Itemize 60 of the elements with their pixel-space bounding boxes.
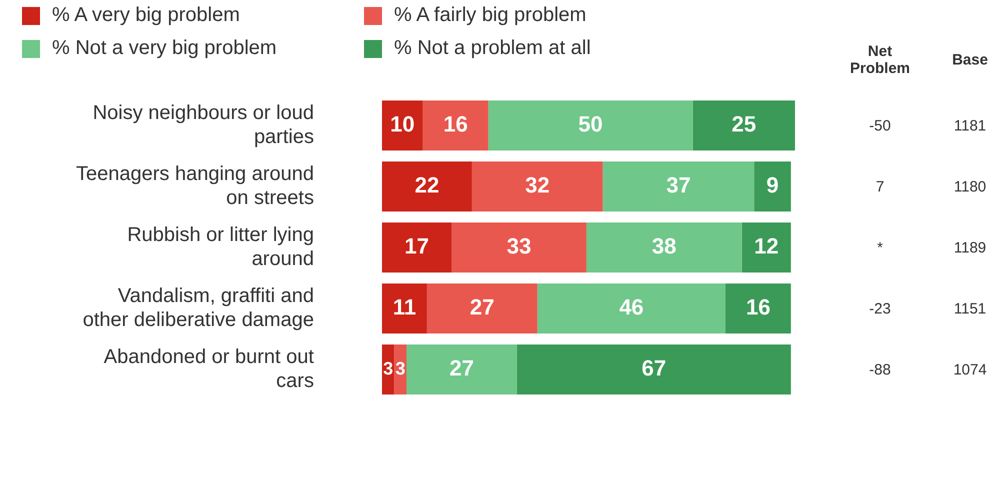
data-label: 27 bbox=[470, 294, 494, 320]
y-tick-label: Teenagers hanging around on streets bbox=[76, 163, 314, 210]
y-tick-label: Abandoned or burnt out cars bbox=[104, 346, 314, 392]
y-tick-label: Vandalism, graffiti and other deliberative damage bbox=[82, 285, 314, 332]
bar bbox=[472, 161, 603, 212]
legend-label: % A very big problem bbox=[51, 4, 241, 27]
data-label: 3 bbox=[383, 358, 394, 378]
bar bbox=[382, 161, 472, 212]
data-label: 11 bbox=[392, 294, 416, 320]
bar bbox=[382, 283, 427, 334]
data-label: 25 bbox=[732, 112, 756, 137]
bar bbox=[382, 100, 423, 151]
bar bbox=[406, 344, 517, 395]
data-label: 27 bbox=[449, 356, 474, 381]
data-label: 22 bbox=[414, 172, 440, 198]
bar bbox=[754, 161, 791, 212]
bar bbox=[742, 222, 791, 273]
data-label: 16 bbox=[746, 294, 770, 320]
data-label: 38 bbox=[652, 234, 676, 259]
text: 1180 bbox=[954, 178, 986, 195]
data-label: 32 bbox=[525, 172, 550, 198]
bar bbox=[537, 283, 726, 334]
bar bbox=[382, 222, 452, 273]
bar bbox=[426, 283, 538, 334]
text: -88 bbox=[869, 361, 891, 378]
legend-label: % A fairly big problem bbox=[393, 4, 588, 27]
text: -50 bbox=[869, 117, 891, 134]
y-tick-label: Noisy neighbours or loud parties bbox=[92, 102, 314, 148]
text: * bbox=[877, 239, 883, 256]
text: -23 bbox=[869, 300, 891, 317]
text: Base bbox=[951, 52, 989, 68]
data-label: 12 bbox=[754, 234, 779, 259]
text: 1074 bbox=[953, 361, 987, 378]
data-label: 17 bbox=[404, 234, 429, 259]
data-label: 50 bbox=[578, 112, 603, 137]
data-label: 3 bbox=[395, 358, 406, 378]
data-label: 37 bbox=[666, 172, 691, 198]
data-label: 16 bbox=[443, 112, 468, 137]
data-label: 10 bbox=[390, 112, 415, 137]
y-tick-label: Rubbish or litter lying around bbox=[127, 224, 314, 270]
data-label: 33 bbox=[506, 234, 532, 259]
data-label: 9 bbox=[766, 172, 779, 198]
text: 1151 bbox=[954, 300, 986, 317]
bar bbox=[586, 222, 742, 273]
data-label: 67 bbox=[642, 356, 666, 381]
text: 1181 bbox=[954, 117, 986, 134]
data-label: 46 bbox=[619, 294, 644, 320]
bar bbox=[692, 100, 795, 151]
legend-label: % Not a problem at all bbox=[393, 37, 592, 60]
bar bbox=[516, 344, 791, 395]
text: 1189 bbox=[954, 239, 986, 256]
text: Net Problem bbox=[848, 43, 911, 77]
bar bbox=[725, 283, 791, 334]
bar bbox=[422, 100, 488, 151]
bar bbox=[602, 161, 754, 212]
bar bbox=[394, 344, 407, 395]
bar bbox=[451, 222, 586, 273]
bar bbox=[488, 100, 693, 151]
legend-label: % Not a very big problem bbox=[51, 37, 278, 60]
text: 7 bbox=[876, 178, 884, 195]
